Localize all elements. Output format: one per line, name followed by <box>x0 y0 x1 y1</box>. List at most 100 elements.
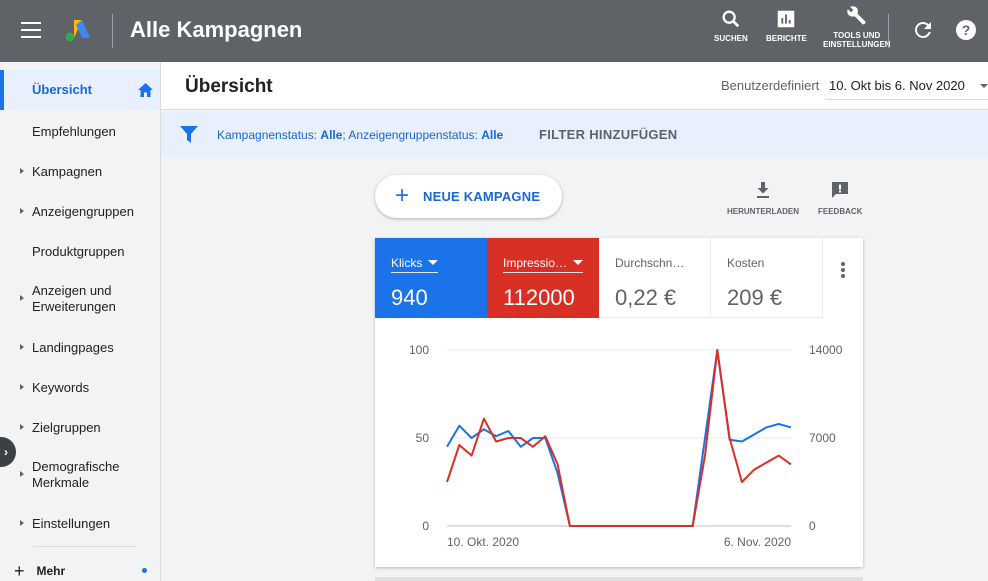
plus-icon: + <box>395 182 410 209</box>
active-filters[interactable]: Kampagnenstatus: Alle; Anzeigengruppenst… <box>217 128 503 142</box>
new-campaign-button[interactable]: + NEUE KAMPAGNE <box>375 175 562 218</box>
page-title: Übersicht <box>185 76 273 97</box>
sidebar-item-anzeigengruppen[interactable]: Anzeigengruppen <box>0 202 160 222</box>
sidebar-item-empfehlungen[interactable]: Empfehlungen <box>0 122 160 142</box>
y-left-tick-label: 0 <box>422 519 429 533</box>
chart-series <box>446 349 792 527</box>
more-options-icon[interactable] <box>833 260 853 280</box>
metric-value: 112000 <box>503 285 575 310</box>
reports-label: BERICHTE <box>766 34 807 43</box>
sidebar-item-label: Übersicht <box>32 82 92 97</box>
expand-arrow-icon <box>20 424 24 430</box>
performance-chart: 100 50 0 14000 7000 0 10. Okt. 2020 6. Nov. 2… <box>409 343 843 549</box>
filter-value-2: Alle <box>481 128 504 142</box>
sidebar-item-label: Anzeigen und <box>32 283 112 298</box>
add-filter-button[interactable]: FILTER HINZUFÜGEN <box>539 127 678 142</box>
expand-arrow-icon <box>20 295 24 301</box>
sidebar-item-label: Landingpages <box>32 340 114 355</box>
sidebar-item-landingpages[interactable]: Landingpages <box>0 338 160 358</box>
y-axis-left: 100 50 0 <box>409 343 429 533</box>
sidebar-item-label: Empfehlungen <box>32 124 116 139</box>
x-tick-label: 10. Okt. 2020 <box>447 535 519 549</box>
y-left-tick-label: 100 <box>409 343 429 357</box>
metric-value: 940 <box>391 285 428 310</box>
help-icon[interactable]: ? <box>954 18 978 42</box>
sidebar-item-anzeigen[interactable]: Anzeigen und Erweiterungen <box>0 282 160 316</box>
download-icon <box>757 182 769 198</box>
sidebar-item-label: Merkmale <box>32 475 90 490</box>
metric-clicks[interactable]: Klicks 940 <box>375 238 487 318</box>
more-label: Mehr <box>36 564 66 578</box>
sidebar-item-keywords[interactable]: Keywords <box>0 378 160 398</box>
sidebar-item-label: Produktgruppen <box>32 244 125 259</box>
feedback-label: FEEDBACK <box>818 207 863 216</box>
expand-arrow-icon <box>20 344 24 350</box>
series-line-impressions <box>446 349 792 527</box>
sidebar-item-uebersicht[interactable]: Übersicht <box>0 70 160 110</box>
date-range-value: 10. Okt bis 6. Nov 2020 <box>829 78 965 93</box>
google-ads-logo[interactable] <box>65 18 91 42</box>
search-label: SUCHEN <box>714 34 748 43</box>
feedback-icon <box>832 182 849 198</box>
plus-icon: + <box>14 561 25 581</box>
sidebar-item-label: Keywords <box>32 380 90 395</box>
search-icon <box>722 10 740 28</box>
divider <box>112 14 113 48</box>
sidebar-item-label: Zielgruppen <box>32 420 101 435</box>
filter-bar: Kampagnenstatus: Alle; Anzeigengruppenst… <box>161 111 988 158</box>
wrench-icon <box>847 6 866 25</box>
menu-icon[interactable] <box>21 22 41 38</box>
metric-label: Durchschn… <box>615 256 685 270</box>
download-button[interactable]: HERUNTERLADEN <box>727 180 799 216</box>
metric-avg-cpc[interactable]: Durchschn… 0,22 € <box>599 238 711 318</box>
filter-value-1: Alle <box>320 128 343 142</box>
top-bar: Alle Kampagnen SUCHEN BERICHTE TOOLS UND… <box>0 0 988 62</box>
metric-label: Impressio… <box>503 256 584 273</box>
sidebar-divider <box>33 546 136 547</box>
dropdown-arrow-icon <box>573 260 584 265</box>
x-tick-label: 6. Nov. 2020 <box>724 535 791 549</box>
sidebar-item-label: Kampagnen <box>32 164 103 179</box>
sidebar: Übersicht Empfehlungen Kampagnen Anzeige… <box>0 62 161 581</box>
metric-label: Klicks <box>391 256 439 273</box>
tools-label-1: TOOLS UND <box>833 31 881 40</box>
filter-icon[interactable] <box>180 126 198 143</box>
more-button[interactable]: + Mehr <box>14 561 65 581</box>
date-range-label: Benutzerdefiniert <box>721 78 820 93</box>
svg-text:?: ? <box>962 22 971 38</box>
sidebar-item-demografie[interactable]: Demografische Merkmale <box>0 458 160 492</box>
tools-label-2: EINSTELLUNGEN <box>823 40 891 49</box>
tools-button[interactable]: TOOLS UND EINSTELLUNGEN <box>823 5 891 49</box>
metric-value: 209 € <box>727 285 783 310</box>
x-axis: 10. Okt. 2020 6. Nov. 2020 <box>447 535 791 549</box>
reports-button[interactable]: BERICHTE <box>766 8 807 43</box>
metric-label-text: Impressio… <box>503 256 568 270</box>
dropdown-arrow-icon <box>428 260 439 265</box>
y-right-tick-label: 14000 <box>809 343 843 357</box>
metric-impressions[interactable]: Impressio… 112000 <box>487 238 599 318</box>
search-button[interactable]: SUCHEN <box>714 8 748 43</box>
refresh-icon[interactable] <box>911 18 935 42</box>
app-title: Alle Kampagnen <box>130 17 303 42</box>
filter-text-1: Kampagnenstatus: <box>217 128 321 142</box>
home-icon <box>138 83 153 97</box>
metric-value: 0,22 € <box>615 285 677 310</box>
date-range-select[interactable]: 10. Okt bis 6. Nov 2020 <box>825 70 988 100</box>
sidebar-toggle-button[interactable]: › <box>0 437 16 467</box>
next-card-edge <box>375 577 863 581</box>
page-header: Übersicht Benutzerdefiniert 10. Okt bis … <box>161 62 988 110</box>
sidebar-item-kampagnen[interactable]: Kampagnen <box>0 162 160 182</box>
sidebar-item-produktgruppen[interactable]: Produktgruppen <box>0 242 160 262</box>
y-right-tick-label: 0 <box>809 519 816 533</box>
expand-arrow-icon <box>20 471 24 477</box>
sidebar-item-label: Demografische <box>32 459 120 474</box>
metric-cost[interactable]: Kosten 209 € <box>711 238 823 318</box>
sidebar-item-zielgruppen[interactable]: Zielgruppen <box>0 418 160 438</box>
sidebar-item-label: Einstellungen <box>32 516 111 531</box>
sidebar-item-einstellungen[interactable]: Einstellungen <box>0 514 160 534</box>
download-label: HERUNTERLADEN <box>727 207 799 216</box>
feedback-button[interactable]: FEEDBACK <box>818 180 862 216</box>
notification-dot <box>142 568 147 573</box>
sidebar-item-label: Erweiterungen <box>32 299 116 314</box>
filter-text-2: ; Anzeigengruppenstatus: <box>342 128 482 142</box>
